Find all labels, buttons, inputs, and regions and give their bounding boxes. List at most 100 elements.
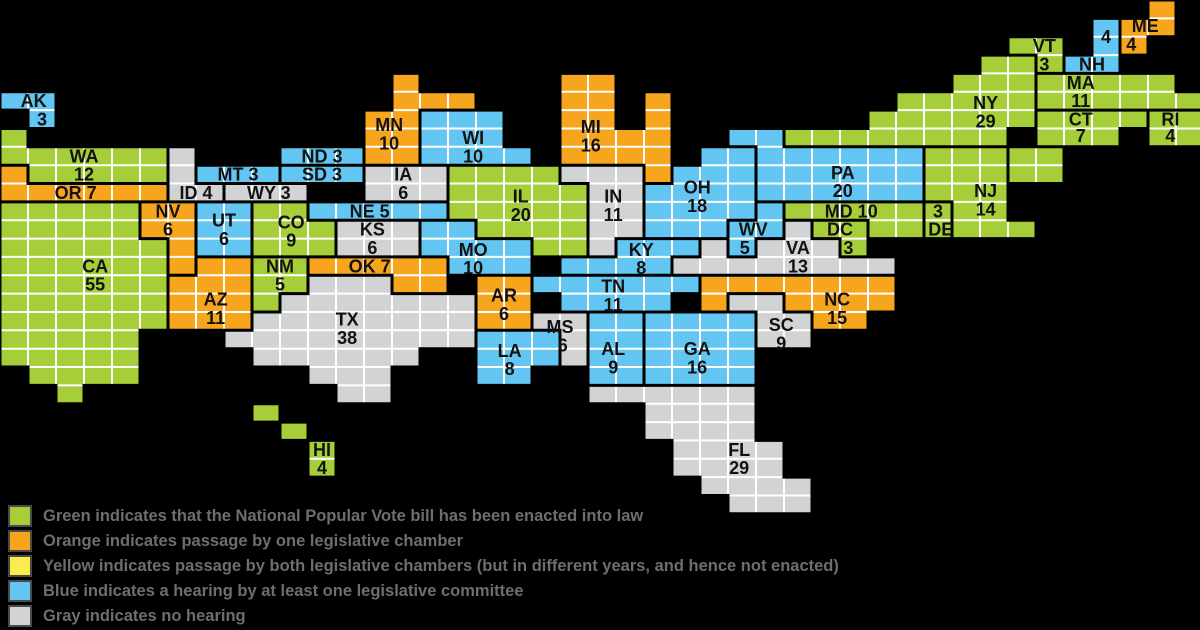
state-ga-label: GA bbox=[684, 339, 711, 359]
state-mi-label: MI bbox=[581, 117, 601, 137]
state-nh bbox=[1064, 18, 1120, 74]
state-ms-label: MS bbox=[547, 317, 574, 337]
gray-swatch-icon bbox=[8, 605, 32, 627]
state-wy-label: WY 3 bbox=[247, 183, 291, 203]
state-vt bbox=[1008, 36, 1064, 74]
legend-item-green: Green indicates that the National Popula… bbox=[8, 505, 988, 527]
state-az bbox=[168, 256, 252, 331]
state-de-label: DE bbox=[928, 220, 953, 240]
state-oh-label: OH bbox=[684, 178, 711, 198]
yellow-swatch-icon bbox=[8, 555, 32, 577]
state-oh bbox=[644, 146, 756, 239]
state-ri bbox=[1148, 110, 1200, 147]
state-wi bbox=[420, 110, 532, 166]
state-az-label: 11 bbox=[206, 308, 225, 328]
state-mt bbox=[196, 165, 280, 184]
legend-label-gray: Gray indicates no hearing bbox=[43, 607, 246, 625]
state-hi-label: 4 bbox=[317, 458, 327, 478]
state-tx-label: TX bbox=[336, 310, 359, 330]
state-ma-label: MA bbox=[1067, 73, 1095, 93]
state-id-label: ID 4 bbox=[179, 183, 212, 203]
state-wa-label: WA bbox=[70, 146, 99, 166]
state-ct-label: CT bbox=[1069, 110, 1093, 130]
state-ok-label: OK 7 bbox=[349, 256, 391, 276]
state-ak-label: AK bbox=[21, 91, 47, 111]
legend-label-orange: Orange indicates passage by one legislat… bbox=[43, 532, 464, 550]
state-md bbox=[784, 201, 924, 239]
state-ri-label: RI bbox=[1161, 110, 1179, 130]
state-il-label: 20 bbox=[511, 205, 531, 225]
state-vt-label: 3 bbox=[1039, 55, 1049, 75]
state-ut bbox=[196, 201, 252, 257]
state-nj bbox=[924, 146, 1036, 239]
state-me-label: ME bbox=[1132, 16, 1159, 36]
state-in bbox=[560, 165, 644, 257]
state-il bbox=[448, 165, 588, 257]
state-or bbox=[0, 165, 168, 202]
state-ks bbox=[336, 220, 420, 257]
state-tn-label: TN bbox=[601, 277, 625, 297]
state-pa-label: PA bbox=[831, 163, 855, 183]
state-vt-label: VT bbox=[1033, 36, 1056, 56]
state-dc bbox=[812, 220, 868, 257]
state-nd-label: ND 3 bbox=[301, 146, 342, 166]
state-de bbox=[924, 201, 952, 239]
state-ia-label: IA bbox=[394, 165, 412, 185]
state-mo bbox=[420, 220, 532, 276]
state-tn-label: 11 bbox=[604, 295, 623, 315]
legend-label-yellow: Yellow indicates passage by both legisla… bbox=[43, 557, 839, 575]
state-il-label: IL bbox=[513, 187, 529, 207]
state-mn-label: 10 bbox=[379, 133, 399, 153]
state-de-label: 3 bbox=[933, 201, 943, 221]
state-pa bbox=[728, 128, 924, 202]
legend: Green indicates that the National Popula… bbox=[8, 505, 988, 630]
state-ar-label: AR bbox=[491, 286, 517, 306]
state-ri-label: 4 bbox=[1165, 126, 1175, 146]
state-ca bbox=[0, 201, 168, 404]
state-la bbox=[476, 330, 560, 386]
state-ut-label: UT bbox=[212, 211, 236, 231]
state-ny-label: 29 bbox=[976, 111, 996, 131]
state-mo-label: MO bbox=[459, 240, 488, 260]
state-mi-label: 16 bbox=[581, 135, 601, 155]
state-ne-label: NE 5 bbox=[350, 201, 390, 221]
state-al-label: 9 bbox=[608, 357, 618, 377]
state-tx bbox=[224, 275, 476, 404]
state-nh-label: NH bbox=[1079, 55, 1105, 75]
state-ky-label: KY bbox=[629, 240, 654, 260]
state-sc-label: SC bbox=[769, 315, 794, 335]
state-nm-label: NM bbox=[266, 256, 294, 276]
state-pa-label: 20 bbox=[833, 181, 853, 201]
legend-item-orange: Orange indicates passage by one legislat… bbox=[8, 530, 988, 552]
state-ny-label: NY bbox=[973, 93, 998, 113]
state-ok bbox=[308, 256, 448, 294]
state-nm bbox=[252, 256, 308, 312]
state-ma-label: 11 bbox=[1071, 91, 1090, 111]
state-va bbox=[672, 220, 896, 276]
state-dc-label: DC bbox=[827, 220, 853, 240]
legend-label-green: Green indicates that the National Popula… bbox=[43, 507, 644, 525]
state-nh-label: 4 bbox=[1101, 27, 1111, 47]
state-ak bbox=[0, 91, 56, 129]
state-ca-label: CA bbox=[82, 256, 108, 276]
state-hi-label: HI bbox=[313, 440, 331, 460]
state-ca-label: 55 bbox=[85, 275, 105, 295]
state-ct bbox=[1036, 110, 1148, 147]
state-dc-label: 3 bbox=[843, 238, 853, 258]
state-ar bbox=[476, 275, 532, 331]
legend-label-blue: Blue indicates a hearing by at least one… bbox=[43, 582, 524, 600]
state-nc bbox=[700, 275, 896, 331]
state-wi-label: WI bbox=[462, 128, 484, 148]
legend-item-yellow: Yellow indicates passage by both legisla… bbox=[8, 555, 988, 577]
state-ky-label: 8 bbox=[636, 258, 646, 278]
state-wv-label: WV bbox=[739, 220, 768, 240]
cell-gridlines bbox=[0, 17, 1200, 514]
state-ga bbox=[644, 311, 756, 386]
orange-swatch-icon bbox=[8, 530, 32, 552]
state-nj-label: NJ bbox=[974, 181, 997, 201]
state-hi bbox=[252, 403, 336, 478]
state-va-label: 13 bbox=[788, 256, 808, 276]
state-id bbox=[168, 146, 224, 202]
state-tx-label: 38 bbox=[337, 328, 357, 348]
